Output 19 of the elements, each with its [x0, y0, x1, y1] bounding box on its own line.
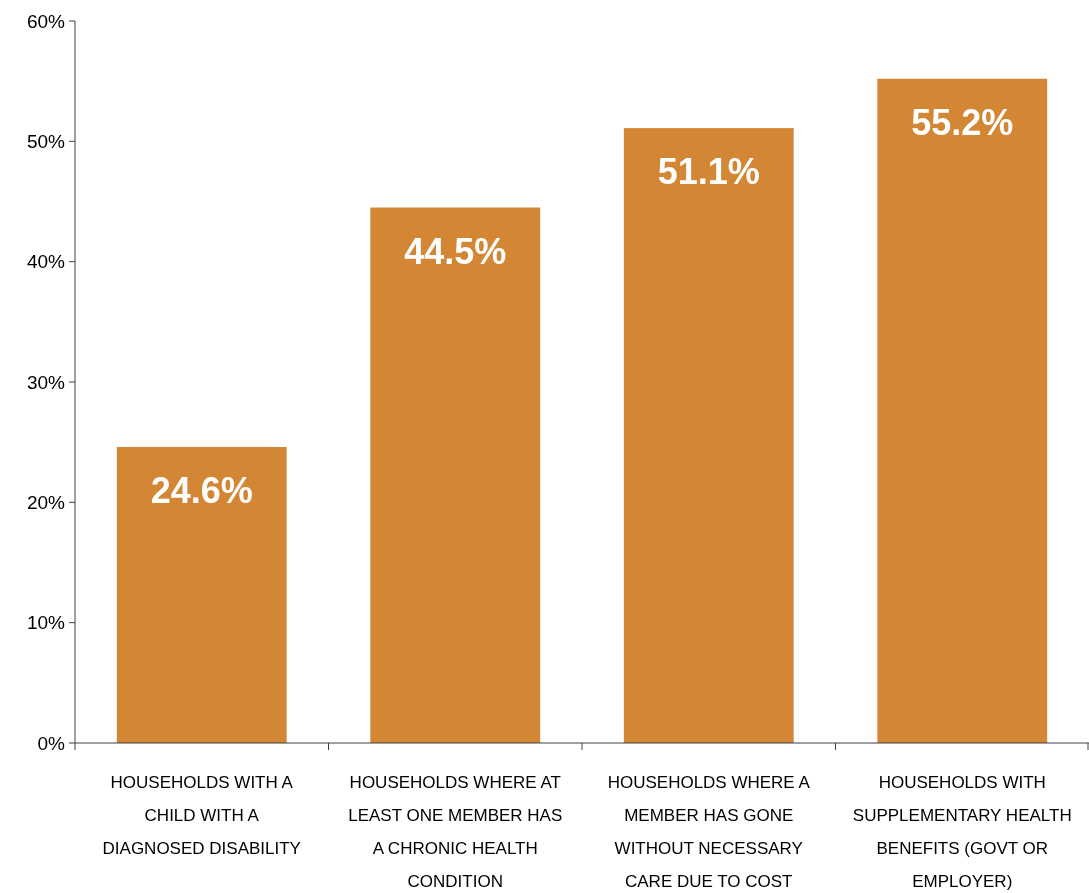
y-tick-label: 60%	[26, 10, 66, 32]
bar	[623, 128, 794, 743]
bar	[370, 207, 541, 743]
y-tick-label: 40%	[26, 251, 66, 273]
bar	[116, 446, 287, 743]
data-label: 24.6%	[150, 469, 253, 511]
data-label: 44.5%	[404, 230, 507, 272]
x-tick-label: HOUSEHOLDS WITH A CHILD WITH A DIAGNOSED DISABILITY	[102, 773, 301, 858]
y-tick-label: 0%	[37, 732, 66, 754]
x-tick-label: HOUSEHOLDS WHERE A MEMBER HAS GONE WITHOUT NECESSARY CARE DUE TO COST	[607, 773, 811, 891]
data-label: 55.2%	[911, 101, 1014, 143]
x-tick-label: HOUSEHOLDS WHERE AT LEAST ONE MEMBER HAS A CHRONIC HEALTH CONDITION	[348, 773, 563, 891]
data-label: 51.1%	[657, 151, 760, 193]
y-tick-label: 30%	[26, 371, 66, 393]
y-tick-label: 10%	[26, 612, 66, 634]
y-tick-label: 20%	[26, 491, 66, 513]
y-tick-label: 50%	[26, 130, 66, 152]
bar	[877, 78, 1048, 743]
x-tick-label: HOUSEHOLDS WITH SUPPLEMENTARY HEALTH BENEFITS (GOVT OR EMPLOYER)	[852, 773, 1072, 891]
